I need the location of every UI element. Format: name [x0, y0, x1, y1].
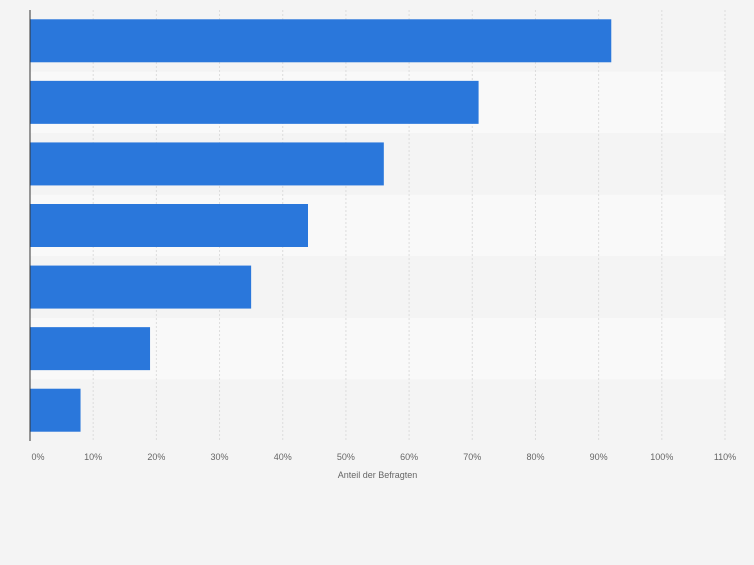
bar — [30, 204, 308, 247]
x-axis-label: Anteil der Befragten — [338, 470, 418, 480]
bar — [30, 142, 384, 186]
row-band — [30, 379, 725, 441]
bar — [30, 80, 479, 124]
x-tick-label: 60% — [400, 452, 418, 462]
x-tick-label: 0% — [31, 452, 44, 462]
bar — [30, 265, 252, 309]
x-tick-label: 100% — [650, 452, 673, 462]
x-tick-label: 10% — [84, 452, 102, 462]
x-tick-label: 50% — [337, 452, 355, 462]
bar — [30, 19, 612, 63]
x-tick-label: 30% — [211, 452, 229, 462]
bars — [30, 19, 612, 432]
x-tick-label: 110% — [714, 452, 736, 462]
x-tick-label: 80% — [526, 452, 544, 462]
x-tick-label: 70% — [463, 452, 481, 462]
x-tick-label: 20% — [147, 452, 165, 462]
x-tick-label: 90% — [590, 452, 608, 462]
x-tick-label: 40% — [274, 452, 292, 462]
x-axis-ticks: 0% 10% 20% 30% 40% 50% 60% 70% 80% 90% 100% 110% — [31, 452, 736, 462]
bar — [30, 388, 81, 432]
bar — [30, 327, 151, 371]
